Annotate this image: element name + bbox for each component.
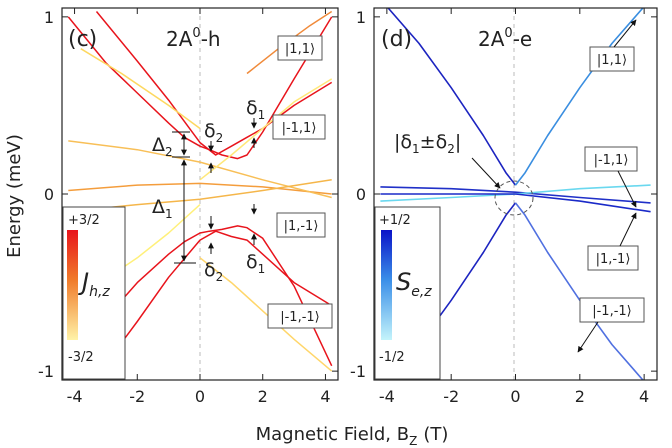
x-tick-label: 2 xyxy=(258,387,268,406)
x-tick-label: -4 xyxy=(67,387,83,406)
y-tick-label: 0 xyxy=(356,185,366,204)
small-delta-2-top: δ2 xyxy=(204,120,223,173)
x-axis-label: Magnetic Field, BZ (T) xyxy=(256,424,449,448)
x-tick-label: -4 xyxy=(379,387,395,406)
svg-text:|1,-1⟩: |1,-1⟩ xyxy=(284,219,319,234)
svg-text:Δ2: Δ2 xyxy=(152,134,173,159)
series-line-c-6 xyxy=(68,140,332,199)
y-axis-label: Energy (meV) xyxy=(4,134,25,258)
y-tick-label: 0 xyxy=(44,185,54,204)
state-label-d-3: |1,-1⟩ xyxy=(587,212,639,271)
panel-c: -4 -2 0 2 4 -1 0 1 (c) 2A0-h |1,1⟩ |-1,1⟩ |1,-1… xyxy=(38,7,339,406)
colorbar-min-d: -1/2 xyxy=(379,350,405,365)
svg-text:|1,1⟩: |1,1⟩ xyxy=(285,42,315,57)
svg-text:Δ1: Δ1 xyxy=(152,196,173,221)
series-line-c-10 xyxy=(80,48,201,130)
y-tick-label: 1 xyxy=(44,8,54,27)
panel-label-d: (d) xyxy=(381,27,412,52)
svg-text:|1,1⟩: |1,1⟩ xyxy=(597,53,627,68)
series-line-c-9 xyxy=(199,78,333,181)
x-tick-label: 0 xyxy=(510,387,520,406)
series-group-d xyxy=(380,8,651,380)
svg-text:|-1,-1⟩: |-1,-1⟩ xyxy=(280,310,320,325)
colorbar-gradient-c xyxy=(67,230,78,340)
small-delta-2-bottom: δ2 xyxy=(204,216,223,284)
series-line-c-11 xyxy=(199,257,333,372)
svg-text:δ1: δ1 xyxy=(246,251,265,276)
panel-label-c: (c) xyxy=(68,27,97,52)
colorbar-max-c: +3/2 xyxy=(68,213,100,228)
x-tick-label: -2 xyxy=(443,387,459,406)
svg-text:|-1,1⟩: |-1,1⟩ xyxy=(282,121,317,136)
colorbar-c: +3/2 -3/2 Jh,z xyxy=(62,206,126,380)
colorbar-label-c: Jh,z xyxy=(78,268,110,300)
svg-text:δ2: δ2 xyxy=(204,259,223,284)
small-delta-1-top: δ1 xyxy=(246,97,265,148)
y-tick-label: -1 xyxy=(350,362,366,381)
x-tick-label: 0 xyxy=(195,387,205,406)
series-line-d-5 xyxy=(380,186,651,204)
x-tick-label: 2 xyxy=(575,387,585,406)
panel-d: -4 -2 0 2 4 -1 0 1 (d) 2A0-e |δ1±δ2| |1,1⟩ |-1,… xyxy=(350,7,658,406)
y-tick-label: 1 xyxy=(356,8,366,27)
x-tick-label: 4 xyxy=(320,387,330,406)
colorbar-d: +1/2 -1/2 Se,z xyxy=(374,206,441,380)
panel-title-d: 2A0-e xyxy=(478,26,532,51)
state-label-c-2: |-1,1⟩ xyxy=(272,114,326,140)
svg-text:δ2: δ2 xyxy=(204,120,223,145)
series-line-c-4 xyxy=(95,230,333,377)
svg-text:|1,-1⟩: |1,-1⟩ xyxy=(596,252,631,267)
series-line-d-7 xyxy=(380,193,651,213)
ticks-c: -4 -2 0 2 4 -1 0 1 xyxy=(38,8,338,406)
panel-title-c: 2A0-h xyxy=(166,26,221,51)
svg-text:|-1,-1⟩: |-1,-1⟩ xyxy=(592,304,632,319)
state-label-c-3: |1,-1⟩ xyxy=(276,212,326,238)
colorbar-min-c: -3/2 xyxy=(68,350,94,365)
series-line-d-3 xyxy=(387,8,517,186)
y-tick-label: -1 xyxy=(38,362,54,381)
svg-text:δ1: δ1 xyxy=(246,97,265,122)
series-line-c-5 xyxy=(68,182,332,195)
state-label-c-4: |-1,-1⟩ xyxy=(267,303,333,329)
colorbar-gradient-d xyxy=(381,230,392,340)
state-label-c-1: |1,1⟩ xyxy=(277,35,323,61)
series-line-d-4 xyxy=(514,8,644,186)
avoided-crossing-circle xyxy=(494,180,534,216)
series-line-d-2 xyxy=(514,202,644,380)
delta-1-annotation: Δ1 xyxy=(152,159,196,264)
state-label-d-2: |-1,1⟩ xyxy=(584,146,638,208)
state-label-d-1: |1,1⟩ xyxy=(589,19,637,72)
state-label-d-4: |-1,-1⟩ xyxy=(577,297,645,353)
delta-2-annotation: Δ2 xyxy=(152,131,190,159)
series-line-c-2 xyxy=(67,225,333,367)
x-tick-label: 4 xyxy=(639,387,649,406)
svg-text:|-1,1⟩: |-1,1⟩ xyxy=(594,153,629,168)
small-delta-1-bottom: δ1 xyxy=(246,204,265,276)
colorbar-label-d: Se,z xyxy=(396,268,432,300)
x-tick-label: -2 xyxy=(129,387,145,406)
svg-text:|δ1±δ2|: |δ1±δ2| xyxy=(394,131,461,156)
colorbar-max-d: +1/2 xyxy=(379,213,411,228)
gap-annotation-d: |δ1±δ2| xyxy=(394,131,501,189)
